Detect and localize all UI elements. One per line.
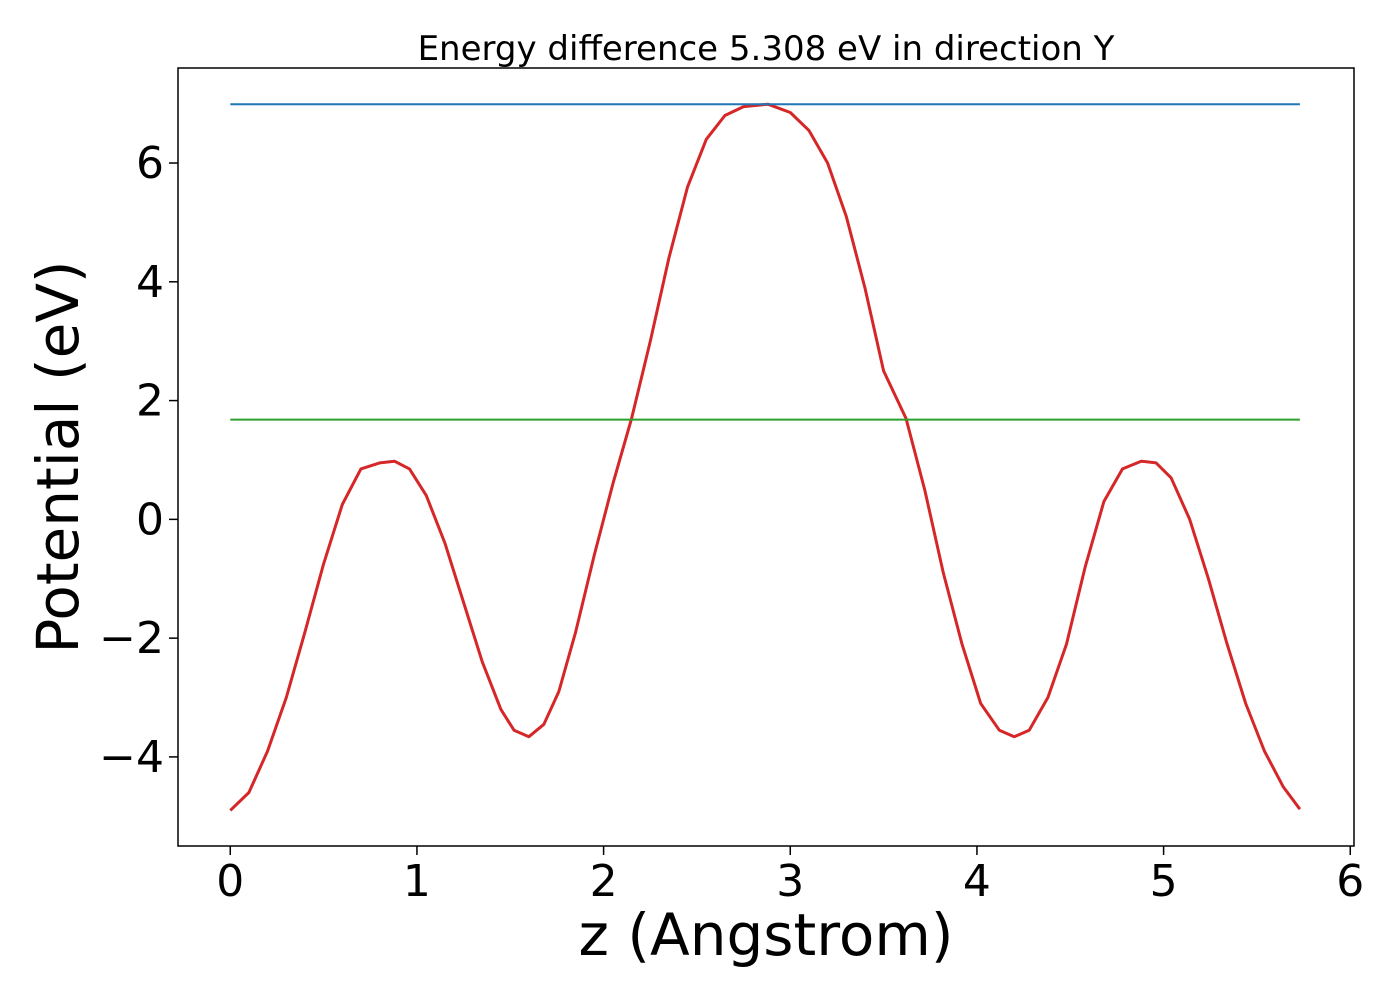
y-tick-label: 4 xyxy=(136,257,164,308)
x-tick-label: 3 xyxy=(776,856,804,907)
y-axis-label: Potential (eV) xyxy=(24,260,92,653)
x-tick-label: 0 xyxy=(216,856,244,907)
x-tick-label: 5 xyxy=(1150,856,1178,907)
x-tick-label: 2 xyxy=(590,856,618,907)
chart-title: Energy difference 5.308 eV in direction … xyxy=(418,29,1115,69)
x-tick-label: 1 xyxy=(403,856,431,907)
series-line-0 xyxy=(229,102,1302,812)
y-tick-label: 2 xyxy=(136,376,164,427)
y-tick-label: −4 xyxy=(99,732,164,783)
plot-frame xyxy=(177,67,1355,847)
plot-lines xyxy=(229,102,1302,812)
y-axis-ticks: −4 −2 0 2 4 6 xyxy=(99,138,178,783)
x-tick-label: 6 xyxy=(1336,856,1364,907)
x-axis-ticks: 0 1 2 3 4 5 6 xyxy=(216,846,1364,907)
x-tick-label: 4 xyxy=(963,856,991,907)
y-tick-label: 0 xyxy=(136,494,164,545)
x-axis-label: z (Angstrom) xyxy=(579,901,954,969)
y-tick-label: −2 xyxy=(99,613,164,664)
y-tick-label: 6 xyxy=(136,138,164,189)
